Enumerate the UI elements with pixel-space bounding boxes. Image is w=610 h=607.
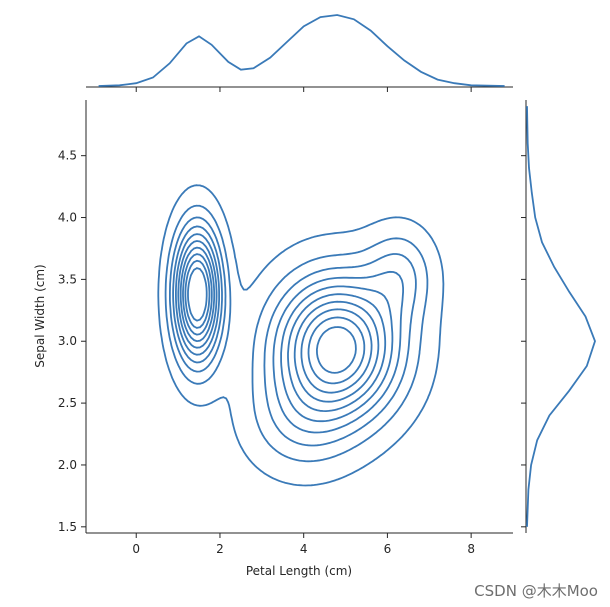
y-tick-label: 1.5 [58,520,77,534]
x-tick-label: 0 [132,542,140,556]
kde-contour-level [184,259,366,385]
y-tick-label: 4.0 [58,211,77,225]
y-tick-label: 4.5 [58,149,77,163]
y-axis-label: Sepal Width (cm) [33,264,47,367]
y-tick-label: 2.0 [58,458,77,472]
kde-contour-level [187,267,357,374]
kde-contour-level [179,246,380,403]
kde-contour-level [177,240,387,412]
y-tick-label: 3.5 [58,272,77,286]
kde-contour-level [172,225,404,434]
x-tick-label: 6 [384,542,392,556]
kde-contour-level [175,233,394,423]
x-tick-label: 4 [300,542,308,556]
kde-contour-level [182,253,373,394]
marginal-x-density-curve [98,14,505,87]
kde-contour-level [157,184,445,487]
y-tick-label: 2.5 [58,396,77,410]
marginal-x-ticks [135,87,472,92]
marginal-y-density-curve [526,106,596,527]
joint-panel: 0 2 4 6 8 1.5 2.0 2.5 3.0 3.5 4.0 4.5 Petal Length… [33,100,513,578]
y-tick-label: 3.0 [58,334,77,348]
marginal-x-panel [86,14,513,92]
watermark-text: CSDN @木木Moo [474,582,598,600]
x-tick-label: 8 [467,542,475,556]
y-axis-ticks: 1.5 2.0 2.5 3.0 3.5 4.0 4.5 [58,149,86,534]
kde-contour-level [164,204,429,463]
x-tick-label: 2 [216,542,224,556]
x-axis-ticks: 0 2 4 6 8 [132,533,475,556]
marginal-y-ticks [521,155,526,528]
x-axis-label: Petal Length (cm) [246,564,352,578]
kde-contour-level [169,216,417,447]
kde-contours [157,184,445,487]
marginal-y-panel [521,100,596,533]
